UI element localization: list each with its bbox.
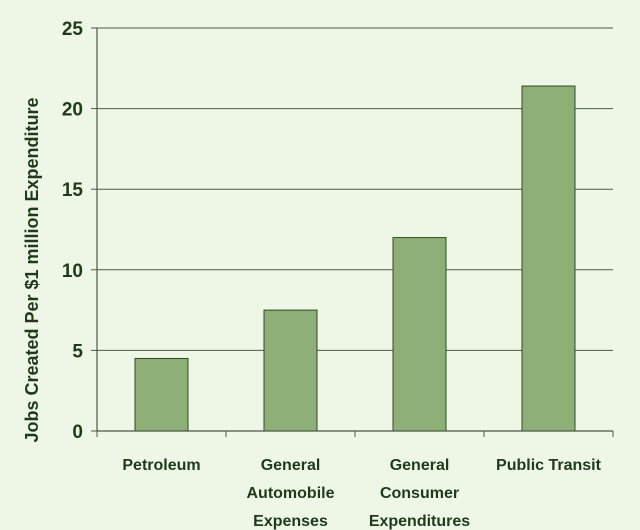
y-tick-label: 5	[72, 341, 83, 362]
bar	[521, 85, 576, 432]
x-category-label-line: Public Transit	[496, 457, 602, 474]
x-category-label-line: Petroleum	[122, 457, 200, 474]
x-category-label-line: Consumer	[380, 485, 459, 502]
axes	[91, 27, 614, 437]
labels: 0 5 10 15 20 25 Petroleum General Automobile Expe…	[22, 19, 602, 530]
x-category-label: Petroleum	[122, 457, 200, 474]
x-category-label-line: General	[261, 457, 321, 474]
x-category-label: Public Transit	[496, 457, 602, 474]
x-category-label-line: Automobile	[247, 485, 335, 502]
bar	[263, 309, 318, 432]
y-tick-label: 20	[62, 100, 83, 121]
bars	[134, 85, 576, 432]
y-tick-label: 0	[72, 422, 83, 443]
bar	[392, 237, 447, 432]
y-tick-label: 15	[62, 180, 84, 201]
y-axis-title: Jobs Created Per $1 million Expenditure	[22, 97, 42, 442]
x-category-label-line: Expenses	[253, 513, 328, 530]
bar	[134, 357, 189, 432]
y-tick-label: 10	[62, 261, 83, 282]
y-tick-label: 25	[62, 19, 84, 40]
x-category-label-line: Expenditures	[369, 513, 470, 530]
x-category-label-line: General	[390, 457, 450, 474]
x-category-label: General Consumer Expenditures	[369, 457, 470, 530]
x-category-label: General Automobile Expenses	[247, 457, 335, 530]
